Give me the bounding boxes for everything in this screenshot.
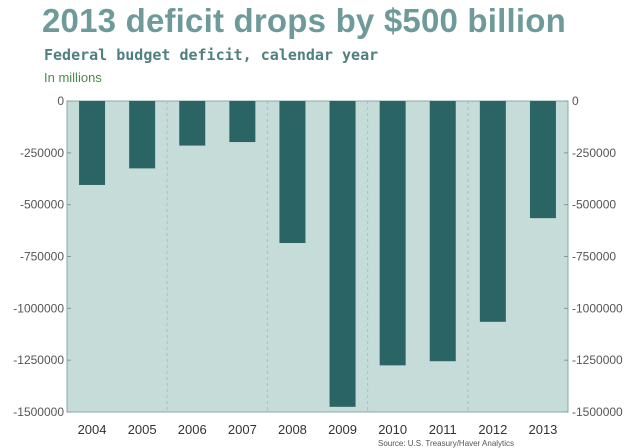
- x-tick-label: 2007: [228, 422, 257, 437]
- grid-lines: [166, 101, 469, 412]
- y-tick-label-left: -250000: [20, 146, 64, 160]
- chart-title: 2013 deficit drops by $500 billion: [42, 2, 566, 39]
- y-tick-label-right: -1250000: [572, 353, 623, 367]
- y-tick-label-left: -1500000: [13, 405, 64, 419]
- x-tick-label: 2013: [528, 422, 557, 437]
- x-tick-label: 2009: [328, 422, 357, 437]
- bar-2009: [329, 101, 356, 407]
- x-tick-label: 2005: [128, 422, 157, 437]
- y-axis-right: 0 -250000 -500000 -750000 -1000000 -1250000 -1…: [564, 94, 623, 419]
- y-tick-label-right: 0: [572, 94, 579, 108]
- x-tick-label: 2008: [278, 422, 307, 437]
- units-label: In millions: [44, 70, 102, 85]
- x-axis: 2004 2005 2006 2007 2008 2009 2010 2011 2012 2013: [78, 422, 558, 437]
- y-tick-label-right: -500000: [572, 198, 616, 212]
- y-tick-label-left: 0: [57, 94, 64, 108]
- y-tick-label-left: -1000000: [13, 301, 64, 315]
- y-tick-label-left: -500000: [20, 198, 64, 212]
- x-tick-label: 2011: [429, 422, 457, 437]
- source-note: Source: U.S. Treasury/Haver Analytics: [378, 439, 514, 448]
- y-axis-left: 0 -250000 -500000 -750000 -1000000 -1250000 -1…: [13, 94, 71, 419]
- bar-2008: [279, 101, 306, 244]
- x-tick-label: 2010: [378, 422, 407, 437]
- bar-2005: [129, 101, 156, 169]
- bar-2004: [79, 101, 106, 185]
- x-tick-label: 2012: [478, 422, 507, 437]
- y-tick-label-left: -1250000: [13, 353, 64, 367]
- bar-2011: [429, 101, 456, 362]
- bar-2012: [479, 101, 506, 322]
- bar-2013: [529, 101, 556, 219]
- y-tick-label-right: -750000: [572, 250, 616, 264]
- y-tick-label-right: -1000000: [572, 301, 623, 315]
- x-tick-label: 2004: [78, 422, 107, 437]
- bar-2010: [379, 101, 406, 366]
- y-tick-label-right: -1500000: [572, 405, 623, 419]
- bars-group: [79, 101, 556, 407]
- x-tick-label: 2006: [178, 422, 207, 437]
- bar-2006: [179, 101, 206, 146]
- y-tick-label-left: -750000: [20, 250, 64, 264]
- bar-2007: [229, 101, 256, 143]
- y-tick-label-right: -250000: [572, 146, 616, 160]
- chart-subtitle: Federal budget deficit, calendar year: [44, 46, 379, 64]
